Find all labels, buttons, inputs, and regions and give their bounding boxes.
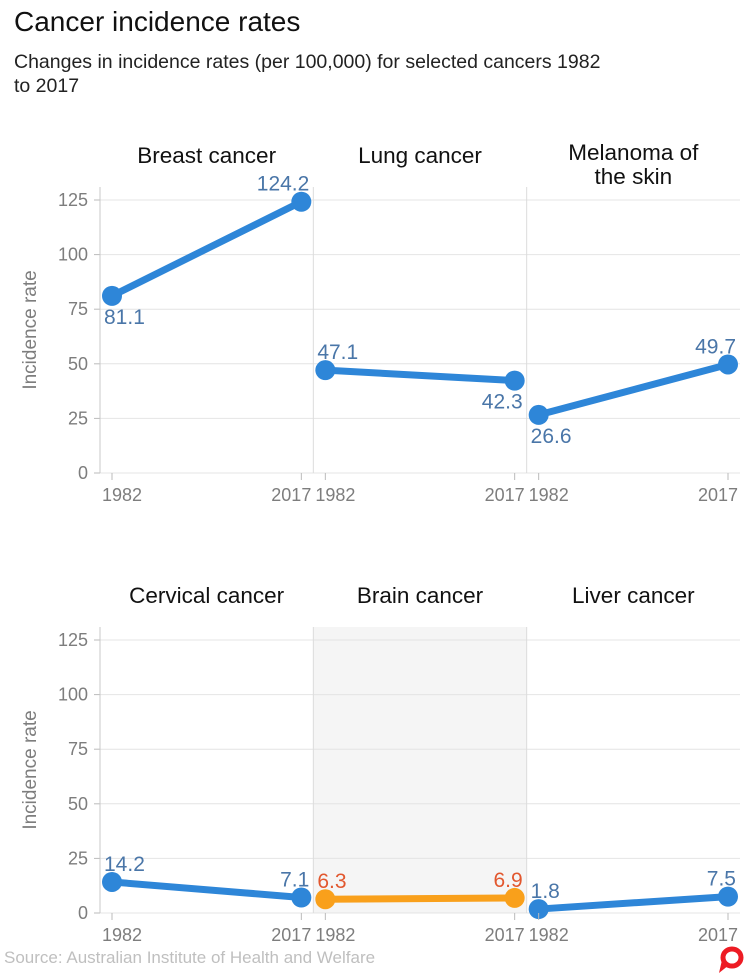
trend-line <box>108 878 305 901</box>
data-point <box>102 871 122 892</box>
panel-title: Lung cancer <box>358 143 482 168</box>
value-label: 42.3 <box>482 391 523 414</box>
y-tick-label: 125 <box>58 630 88 650</box>
data-point <box>291 191 312 212</box>
panel-title: Melanoma of <box>568 140 699 165</box>
data-point <box>102 285 122 306</box>
y-tick-label: 75 <box>68 299 88 319</box>
highlight-background <box>313 627 527 913</box>
x-tick-label: 1982 <box>315 925 355 945</box>
y-tick-label: 0 <box>78 903 88 923</box>
y-tick-label: 50 <box>68 794 88 814</box>
value-label: 49.7 <box>695 335 736 358</box>
y-tick-label: 75 <box>68 739 88 759</box>
chart-row-bottom: 0 25 50 75 100 125 Incidence rate Cervical canc… <box>20 583 740 945</box>
data-point <box>528 899 549 920</box>
page-subtitle: Changes in incidence rates (per 100,000)… <box>14 51 601 97</box>
x-tick-label: 1982 <box>529 485 569 505</box>
value-label: 14.2 <box>104 853 145 876</box>
trend-line <box>321 894 519 903</box>
the-conversation-logo-icon <box>719 946 744 973</box>
y-tick-label: 25 <box>68 848 88 868</box>
data-point <box>528 404 549 425</box>
x-tick-label: 2017 <box>485 925 525 945</box>
y-tick-label: 125 <box>58 190 88 210</box>
y-axis-title: Incidence rate <box>20 710 41 829</box>
trend-line <box>535 360 732 419</box>
data-point <box>315 360 336 381</box>
x-tick-label: 2017 <box>271 485 311 505</box>
panel-title: the skin <box>595 164 673 189</box>
data-point <box>718 354 738 375</box>
x-tick-label: 1982 <box>529 925 569 945</box>
x-tick-label: 2017 <box>698 485 738 505</box>
y-tick-label: 25 <box>68 408 88 428</box>
source-text: Source: Australian Institute of Health a… <box>4 948 376 967</box>
value-label: 7.5 <box>707 868 736 891</box>
trend-line <box>108 198 305 300</box>
y-tick-label: 100 <box>58 685 88 705</box>
data-point <box>504 370 525 391</box>
x-tick-label: 2017 <box>271 925 311 945</box>
panel-title: Breast cancer <box>137 143 276 168</box>
page-title: Cancer incidence rates <box>14 6 301 37</box>
chart-row-top: 0 25 50 75 100 125 Incidence rate Breast cancer… <box>20 140 740 505</box>
panel-title: Brain cancer <box>357 583 484 608</box>
value-label: 26.6 <box>531 425 572 448</box>
value-label: 6.9 <box>493 869 522 892</box>
x-tick-label: 2017 <box>485 485 525 505</box>
trend-line <box>535 893 732 913</box>
panel-title: Liver cancer <box>572 583 695 608</box>
value-label: 81.1 <box>104 306 145 329</box>
value-label: 1.8 <box>531 880 560 903</box>
data-point <box>291 887 312 908</box>
x-tick-label: 2017 <box>698 925 738 945</box>
trend-line <box>321 366 519 385</box>
x-tick-label: 1982 <box>102 485 142 505</box>
y-tick-label: 100 <box>58 245 88 265</box>
x-tick-label: 1982 <box>315 485 355 505</box>
value-label: 7.1 <box>280 868 309 891</box>
data-point <box>504 887 525 908</box>
y-tick-label: 50 <box>68 354 88 374</box>
data-point <box>718 886 738 907</box>
data-point <box>315 889 336 910</box>
y-axis-title: Incidence rate <box>20 270 41 389</box>
x-tick-label: 1982 <box>102 925 142 945</box>
value-label: 47.1 <box>317 341 358 364</box>
panel-title: Cervical cancer <box>129 583 285 608</box>
value-label: 6.3 <box>317 870 346 893</box>
value-label: 124.2 <box>257 173 310 196</box>
y-tick-label: 0 <box>78 463 88 483</box>
